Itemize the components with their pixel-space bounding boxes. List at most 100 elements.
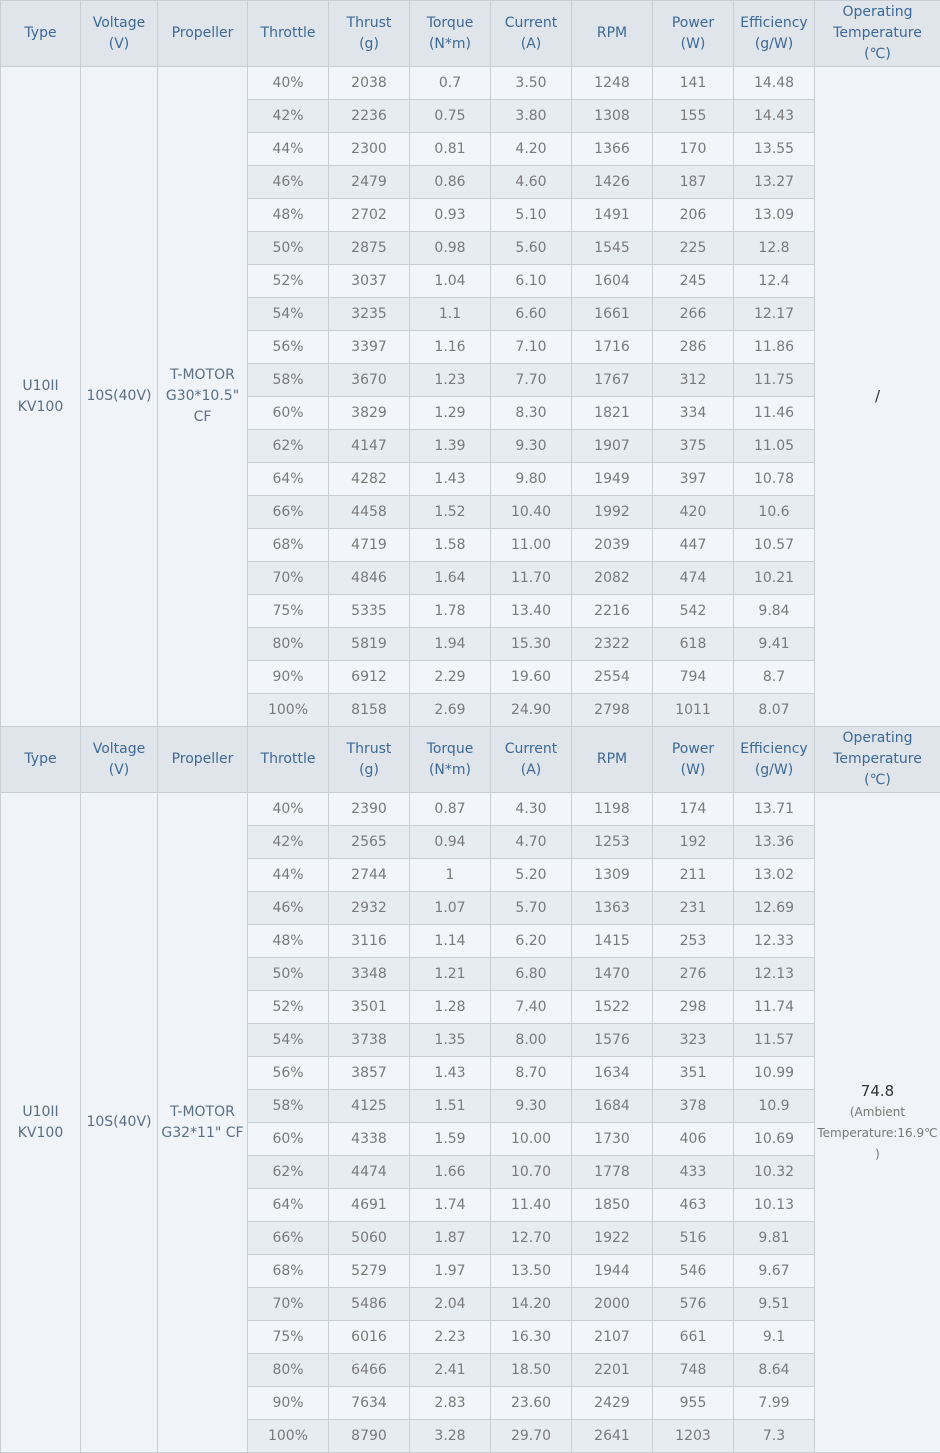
power-cell: 298 [653,991,734,1024]
efficiency-cell: 10.32 [734,1156,815,1189]
thrust-cell: 3670 [329,364,410,397]
current-cell: 7.40 [491,991,572,1024]
efficiency-cell: 10.6 [734,496,815,529]
thrust-cell: 4846 [329,562,410,595]
header-temperature: Operating Temperature (℃) [815,727,940,793]
rpm-cell: 1949 [572,463,653,496]
efficiency-cell: 12.13 [734,958,815,991]
efficiency-cell: 13.36 [734,826,815,859]
header-voltage: Voltage (V) [81,727,158,793]
power-cell: 211 [653,859,734,892]
torque-cell: 1.51 [410,1090,491,1123]
rpm-cell: 1470 [572,958,653,991]
throttle-cell: 62% [248,1156,329,1189]
efficiency-cell: 10.99 [734,1057,815,1090]
propeller-cell: T-MOTOR G30*10.5" CF [158,67,248,727]
thrust-cell: 8790 [329,1420,410,1453]
throttle-cell: 50% [248,232,329,265]
efficiency-cell: 11.75 [734,364,815,397]
rpm-cell: 1684 [572,1090,653,1123]
throttle-cell: 66% [248,496,329,529]
torque-cell: 1.07 [410,892,491,925]
throttle-cell: 42% [248,826,329,859]
torque-cell: 0.75 [410,100,491,133]
thrust-cell: 3348 [329,958,410,991]
throttle-cell: 58% [248,1090,329,1123]
power-cell: 206 [653,199,734,232]
thrust-cell: 3738 [329,1024,410,1057]
thrust-cell: 6016 [329,1321,410,1354]
thrust-cell: 4691 [329,1189,410,1222]
rpm-cell: 2000 [572,1288,653,1321]
type-cell: U10II KV100 [1,793,81,1453]
torque-cell: 1.58 [410,529,491,562]
efficiency-cell: 8.64 [734,1354,815,1387]
torque-cell: 1.04 [410,265,491,298]
header-efficiency: Efficiency (g/W) [734,727,815,793]
current-cell: 10.00 [491,1123,572,1156]
header-type: Type [1,727,81,793]
current-cell: 10.40 [491,496,572,529]
torque-cell: 0.7 [410,67,491,100]
throttle-cell: 80% [248,628,329,661]
thrust-cell: 8158 [329,694,410,727]
current-cell: 5.70 [491,892,572,925]
rpm-cell: 2107 [572,1321,653,1354]
rpm-cell: 1198 [572,793,653,826]
power-cell: 542 [653,595,734,628]
current-cell: 7.70 [491,364,572,397]
torque-cell: 1.94 [410,628,491,661]
efficiency-cell: 10.78 [734,463,815,496]
throttle-cell: 46% [248,166,329,199]
efficiency-cell: 10.21 [734,562,815,595]
torque-cell: 0.86 [410,166,491,199]
throttle-cell: 48% [248,199,329,232]
power-cell: 187 [653,166,734,199]
torque-cell: 0.93 [410,199,491,232]
throttle-cell: 75% [248,595,329,628]
power-cell: 661 [653,1321,734,1354]
throttle-cell: 58% [248,364,329,397]
current-cell: 4.60 [491,166,572,199]
propeller-cell: T-MOTOR G32*11" CF [158,793,248,1453]
current-cell: 5.20 [491,859,572,892]
torque-cell: 1.87 [410,1222,491,1255]
thrust-cell: 3829 [329,397,410,430]
throttle-cell: 50% [248,958,329,991]
power-cell: 155 [653,100,734,133]
efficiency-cell: 7.99 [734,1387,815,1420]
throttle-cell: 68% [248,529,329,562]
power-cell: 192 [653,826,734,859]
header-efficiency: Efficiency (g/W) [734,1,815,67]
rpm-cell: 1634 [572,1057,653,1090]
current-cell: 7.10 [491,331,572,364]
torque-cell: 1.97 [410,1255,491,1288]
current-cell: 10.70 [491,1156,572,1189]
power-cell: 420 [653,496,734,529]
power-cell: 447 [653,529,734,562]
rpm-cell: 2216 [572,595,653,628]
throttle-cell: 42% [248,100,329,133]
efficiency-cell: 11.86 [734,331,815,364]
rpm-cell: 1767 [572,364,653,397]
power-cell: 516 [653,1222,734,1255]
power-cell: 618 [653,628,734,661]
efficiency-cell: 11.05 [734,430,815,463]
efficiency-cell: 12.69 [734,892,815,925]
throttle-cell: 56% [248,1057,329,1090]
efficiency-cell: 9.81 [734,1222,815,1255]
efficiency-cell: 14.43 [734,100,815,133]
throttle-cell: 52% [248,991,329,1024]
current-cell: 11.70 [491,562,572,595]
current-cell: 29.70 [491,1420,572,1453]
rpm-cell: 1309 [572,859,653,892]
header-rpm: RPM [572,727,653,793]
efficiency-cell: 10.13 [734,1189,815,1222]
efficiency-cell: 9.41 [734,628,815,661]
efficiency-cell: 7.3 [734,1420,815,1453]
power-cell: 245 [653,265,734,298]
temperature-cell: 74.8(Ambient Temperature:16.9℃ ) [815,793,940,1453]
header-power: Power (W) [653,727,734,793]
throttle-cell: 44% [248,133,329,166]
